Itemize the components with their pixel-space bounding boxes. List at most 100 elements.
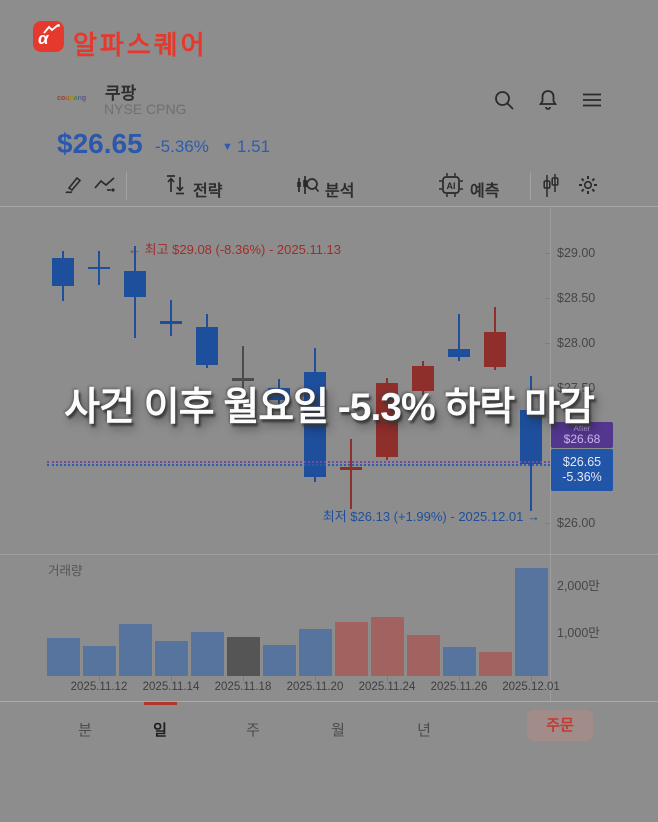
date-tick: [315, 676, 316, 681]
candle: [376, 382, 398, 458]
date-tick: [387, 676, 388, 681]
pane-separator: [0, 554, 658, 555]
price-axis-line: [550, 206, 551, 701]
toolbar-separator: [0, 206, 658, 207]
price-tick-label: $26.00: [557, 516, 596, 530]
candle: [484, 332, 506, 368]
analysis-icon[interactable]: [296, 174, 320, 201]
volume-bar: [47, 637, 80, 676]
volume-tick-label: 1,000만: [557, 626, 600, 640]
volume-bar: [263, 644, 296, 676]
price-line: [47, 460, 550, 463]
volume-bar: [191, 631, 224, 676]
candle: [268, 388, 290, 400]
news-caption: 사건 이후 월요일 -5.3% 하락 마감: [64, 386, 595, 429]
price-tick: [545, 388, 550, 389]
indicator-icon[interactable]: [93, 174, 117, 201]
svg-text:AI: AI: [447, 181, 456, 191]
tab-day[interactable]: 일: [153, 722, 167, 739]
date-tick: [243, 676, 244, 681]
logo-alpha-glyph: α: [38, 29, 49, 48]
current-price: $26.65: [57, 128, 143, 159]
last-price-badge: $26.65 -5.36%: [551, 449, 613, 491]
order-button[interactable]: 주문: [527, 710, 593, 741]
after-hours-badge: After $26.68: [551, 422, 613, 448]
strategy-icon[interactable]: [166, 174, 186, 201]
stock-exchange: NYSE CPNG: [104, 101, 187, 117]
chart-type-icon[interactable]: [541, 174, 561, 203]
candle: [448, 349, 470, 358]
ai-chip-icon[interactable]: AI: [438, 172, 464, 203]
candle: [340, 467, 362, 470]
badge-price: $26.65: [562, 455, 602, 469]
bell-icon[interactable]: [536, 88, 560, 112]
tab-year[interactable]: 년: [417, 722, 431, 739]
after-label: After: [573, 424, 591, 433]
date-label: 2025.11.18: [214, 681, 272, 693]
price-tick: [545, 343, 550, 344]
date-label: 2025.11.14: [142, 681, 200, 693]
date-label: 2025.11.20: [286, 681, 344, 693]
low-annotation: 최저 $26.13 (+1.99%) - 2025.12.01 →: [322, 509, 540, 524]
volume-bar: [515, 567, 548, 676]
down-arrow-icon: ▼: [222, 141, 233, 153]
tab-minute[interactable]: 분: [78, 722, 92, 739]
candle: [160, 321, 182, 325]
price-tick-label: $28.50: [557, 291, 596, 305]
volume-bar: [335, 621, 368, 676]
high-annotation: ← 최고 $29.08 (-8.36%) - 2025.11.13: [128, 242, 342, 257]
volume-bar: [299, 629, 332, 676]
price-tick-label: $29.00: [557, 246, 596, 260]
candle: [124, 271, 146, 298]
change-percent: -5.36%: [155, 137, 209, 156]
menu-icon[interactable]: [580, 88, 604, 112]
candle-wick: [170, 299, 172, 336]
predict-label[interactable]: 예측: [470, 183, 500, 200]
candle: [304, 371, 326, 478]
volume-bar: [371, 616, 404, 676]
volume-bar: [407, 635, 440, 676]
logo-zigzag-icon: [43, 24, 60, 34]
tabbar-separator: [0, 701, 658, 702]
date-label: 2025.11.12: [70, 681, 128, 693]
candle: [232, 378, 254, 381]
volume-bar: [83, 645, 116, 676]
candle-wick: [350, 439, 352, 510]
brand-logo: α: [33, 21, 64, 52]
volume-pane-label: 거래량: [48, 564, 83, 578]
candle-wick: [458, 314, 460, 361]
date-tick: [459, 676, 460, 681]
stock-thumbnail: coupang: [57, 95, 87, 102]
price-tick: [545, 298, 550, 299]
stock-name[interactable]: 쿠팡: [105, 84, 137, 103]
date-tick: [531, 676, 532, 681]
date-label: 2025.12.01: [502, 681, 560, 693]
price-tick: [545, 523, 550, 524]
chevron-right-icon[interactable]: ›: [138, 79, 144, 96]
date-tick: [99, 676, 100, 681]
candle: [52, 257, 74, 287]
candle: [412, 366, 434, 391]
change-absolute: 1.51: [237, 137, 271, 156]
volume-tick-label: 2,000만: [557, 579, 600, 593]
toolbar-divider: [126, 172, 127, 200]
candle: [196, 326, 218, 365]
volume-bar: [443, 646, 476, 676]
search-icon[interactable]: [492, 88, 516, 112]
draw-tool-icon[interactable]: [63, 174, 85, 201]
price-tick-label: $27.50: [557, 381, 596, 395]
candle-wick: [242, 345, 244, 396]
candle: [520, 409, 542, 465]
date-label: 2025.11.24: [358, 681, 416, 693]
settings-gear-icon[interactable]: [577, 174, 599, 201]
tab-week[interactable]: 주: [246, 722, 260, 739]
tab-month[interactable]: 월: [331, 722, 345, 739]
price-tick-label: $28.00: [557, 336, 596, 350]
analysis-label[interactable]: 분석: [325, 183, 355, 200]
date-label: 2025.11.26: [430, 681, 488, 693]
strategy-label[interactable]: 전략: [193, 183, 223, 200]
volume-bar: [227, 636, 260, 676]
candle: [88, 266, 110, 269]
price-tick: [545, 253, 550, 254]
